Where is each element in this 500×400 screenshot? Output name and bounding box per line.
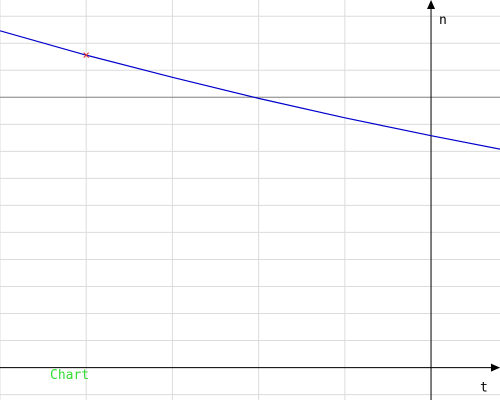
series-line: [0, 30, 500, 150]
data-marker: [83, 52, 90, 58]
chart-tab-label[interactable]: Chart: [50, 368, 89, 383]
x-axis-label: t: [480, 381, 488, 396]
x-axis-arrow: [491, 363, 500, 372]
y-axis-arrow: [427, 0, 436, 9]
y-axis-label: n: [439, 13, 447, 28]
marker-stroke: [83, 52, 90, 58]
